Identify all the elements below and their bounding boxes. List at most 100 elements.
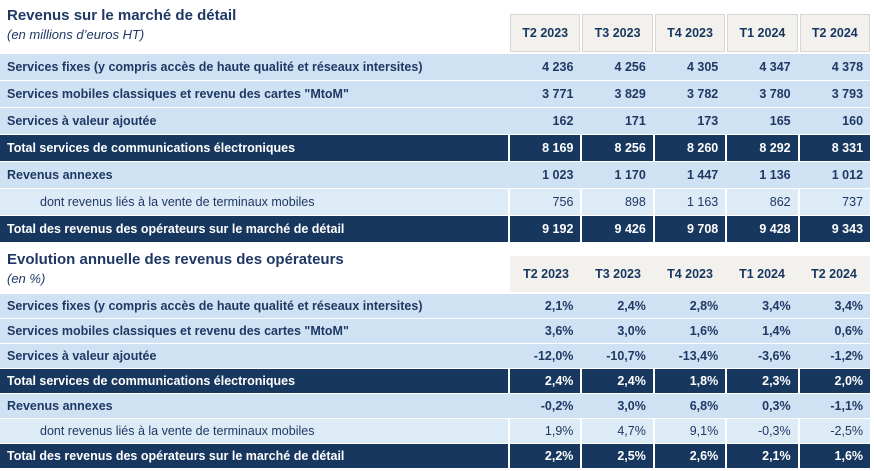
cell-value: 3,0% <box>582 394 653 418</box>
table-row: dont revenus liés à la vente de terminau… <box>0 189 871 215</box>
column-header: T1 2024 <box>726 256 798 292</box>
row-label: Revenus annexes <box>0 162 508 188</box>
cell-value: 2,4% <box>582 294 653 318</box>
cell-value: 2,0% <box>799 369 871 393</box>
table-row: Services fixes (y compris accès de haute… <box>0 54 871 80</box>
cell-value: 2,8% <box>654 294 726 318</box>
cell-value: 2,4% <box>510 369 581 393</box>
table-title: Revenus sur le marché de détail <box>7 7 237 24</box>
cell-value: 0,6% <box>799 319 871 343</box>
cell-value: 2,2% <box>510 444 581 468</box>
table-evolution-percent: Evolution annuelle des revenus des opéra… <box>0 250 871 468</box>
cell-value: 6,8% <box>654 394 726 418</box>
cell-value: 2,6% <box>654 444 726 468</box>
table-row: Total des revenus des opérateurs sur le … <box>0 216 871 242</box>
cell-value: 2,4% <box>582 369 653 393</box>
cell-value: 3,4% <box>727 294 798 318</box>
cell-value: 1,4% <box>727 319 798 343</box>
cell-value: 9 428 <box>727 216 798 242</box>
table-body: Services fixes (y compris accès de haute… <box>0 54 871 242</box>
cell-value: 737 <box>799 189 871 215</box>
cell-value: -2,5% <box>799 419 871 443</box>
row-label: Revenus annexes <box>0 394 508 418</box>
cell-value: -1,2% <box>799 344 871 368</box>
row-label: Total des revenus des opérateurs sur le … <box>0 444 508 468</box>
column-header: T2 2023 <box>510 256 582 292</box>
table-revenue-millions: Revenus sur le marché de détail (en mill… <box>0 6 871 242</box>
cell-value: -12,0% <box>510 344 581 368</box>
cell-value: -1,1% <box>799 394 871 418</box>
cell-value: 3,4% <box>799 294 871 318</box>
row-label: Services mobiles classiques et revenu de… <box>0 81 508 107</box>
cell-value: 4 347 <box>727 54 798 80</box>
column-header: T4 2023 <box>654 14 726 52</box>
row-label: dont revenus liés à la vente de terminau… <box>0 189 508 215</box>
row-label: Total services de communications électro… <box>0 135 508 161</box>
cell-value: 2,1% <box>727 444 798 468</box>
row-label: Services à valeur ajoutée <box>0 344 508 368</box>
row-label: Services à valeur ajoutée <box>0 108 508 134</box>
row-label: Services fixes (y compris accès de haute… <box>0 54 508 80</box>
cell-value: 4 378 <box>799 54 871 80</box>
cell-value: 1,9% <box>510 419 581 443</box>
cell-value: 898 <box>582 189 653 215</box>
cell-value: 4,7% <box>582 419 653 443</box>
cell-value: 1 170 <box>582 162 653 188</box>
cell-value: 162 <box>510 108 581 134</box>
quarter-header-row: T2 2023 T3 2023 T4 2023 T1 2024 T2 2024 <box>510 6 871 52</box>
cell-value: 8 256 <box>582 135 653 161</box>
table-row: Total services de communications électro… <box>0 135 871 161</box>
cell-value: 9 426 <box>582 216 653 242</box>
cell-value: 171 <box>582 108 653 134</box>
cell-value: 2,1% <box>510 294 581 318</box>
table-row: Services fixes (y compris accès de haute… <box>0 294 871 318</box>
cell-value: 2,3% <box>727 369 798 393</box>
table-title-block: Revenus sur le marché de détail (en mill… <box>0 6 508 52</box>
cell-value: -0,3% <box>727 419 798 443</box>
cell-value: 2,5% <box>582 444 653 468</box>
cell-value: 1,6% <box>799 444 871 468</box>
cell-value: 1 447 <box>654 162 726 188</box>
table-row: Total des revenus des opérateurs sur le … <box>0 444 871 468</box>
cell-value: 9 708 <box>654 216 726 242</box>
column-header: T4 2023 <box>654 256 726 292</box>
cell-value: 756 <box>510 189 581 215</box>
cell-value: 3 829 <box>582 81 653 107</box>
table-row: Revenus annexes -0,2% 3,0% 6,8% 0,3% -1,1% <box>0 394 871 418</box>
column-header: T2 2024 <box>799 14 871 52</box>
cell-value: 0,3% <box>727 394 798 418</box>
table-row: dont revenus liés à la vente de terminau… <box>0 419 871 443</box>
table-row: Services à valeur ajoutée -12,0% -10,7% -13… <box>0 344 871 368</box>
column-header: T1 2024 <box>727 14 798 52</box>
cell-value: 3 780 <box>727 81 798 107</box>
cell-value: 8 292 <box>727 135 798 161</box>
cell-value: 1,6% <box>654 319 726 343</box>
cell-value: 1 136 <box>727 162 798 188</box>
column-header: T2 2023 <box>510 14 581 52</box>
table-subtitle: (en %) <box>7 271 46 286</box>
table-row: Services à valeur ajoutée 162 171 173 165 160 <box>0 108 871 134</box>
table-title-block: Evolution annuelle des revenus des opéra… <box>0 250 508 292</box>
cell-value: 1 023 <box>510 162 581 188</box>
cell-value: 3,6% <box>510 319 581 343</box>
cell-value: 9 343 <box>799 216 871 242</box>
cell-value: 3 782 <box>654 81 726 107</box>
row-label: Services fixes (y compris accès de haute… <box>0 294 508 318</box>
table-header: Revenus sur le marché de détail (en mill… <box>0 6 871 52</box>
cell-value: 165 <box>727 108 798 134</box>
table-title: Evolution annuelle des revenus des opéra… <box>7 251 344 268</box>
cell-value: -3,6% <box>727 344 798 368</box>
cell-value: 4 305 <box>654 54 726 80</box>
cell-value: 4 256 <box>582 54 653 80</box>
cell-value: -13,4% <box>654 344 726 368</box>
cell-value: -10,7% <box>582 344 653 368</box>
cell-value: 1 163 <box>654 189 726 215</box>
cell-value: 3 793 <box>799 81 871 107</box>
cell-value: 173 <box>654 108 726 134</box>
cell-value: 160 <box>799 108 871 134</box>
table-row: Total services de communications électro… <box>0 369 871 393</box>
cell-value: 4 236 <box>510 54 581 80</box>
cell-value: 8 331 <box>799 135 871 161</box>
row-label: Total services de communications électro… <box>0 369 508 393</box>
